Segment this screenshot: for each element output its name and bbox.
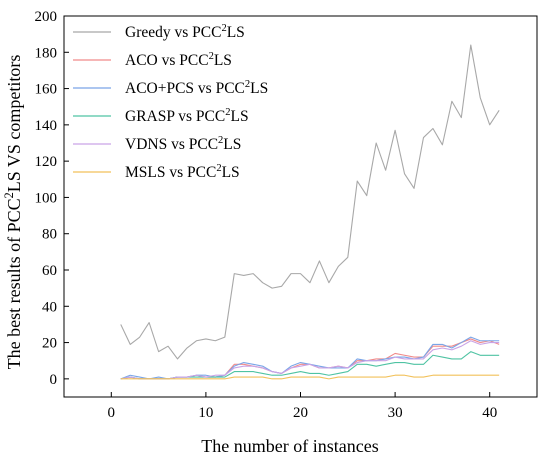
x-tick-label: 10 [198, 405, 213, 421]
y-tick-label: 160 [35, 82, 58, 98]
x-tick-label: 20 [293, 405, 308, 421]
legend-label: GRASP vs PCC2LS [125, 107, 249, 125]
legend-label: VDNS vs PCC2LS [125, 135, 241, 153]
x-tick-label: 0 [108, 405, 116, 421]
legend-label: ACO vs PCC2LS [125, 51, 232, 69]
y-tick-label: 40 [42, 299, 57, 315]
y-tick-label: 60 [42, 263, 57, 279]
x-tick-label: 30 [388, 405, 403, 421]
legend-label: MSLS vs PCC2LS [125, 163, 240, 181]
y-tick-label: 20 [42, 336, 57, 352]
series-line-1 [120, 44, 500, 360]
y-tick-label: 80 [42, 227, 57, 243]
legend: Greedy vs PCC2LS ACO vs PCC2LS ACO+PCS vs … [73, 23, 268, 181]
y-tick-label: 0 [50, 372, 58, 388]
x-tick-label: 40 [482, 405, 497, 421]
x-axis-label: The number of instances [201, 436, 378, 456]
y-tick-label: 180 [35, 45, 58, 61]
series-line-5 [120, 340, 500, 380]
legend-label: Greedy vs PCC2LS [125, 23, 245, 41]
y-axis-label: The best results of PCC2LS VS competitor… [2, 55, 24, 370]
y-tick-label: 140 [35, 118, 58, 134]
series-line-6 [120, 374, 500, 380]
axes: 0 10 20 30 40 0 20 40 60 80 100 120 140 160 180 200 [35, 9, 538, 421]
y-tick-label: 100 [35, 190, 58, 206]
legend-label: ACO+PCS vs PCC2LS [125, 79, 268, 97]
y-tick-label: 200 [35, 9, 58, 25]
plot-area [120, 44, 500, 380]
y-tick-label: 120 [35, 154, 58, 170]
